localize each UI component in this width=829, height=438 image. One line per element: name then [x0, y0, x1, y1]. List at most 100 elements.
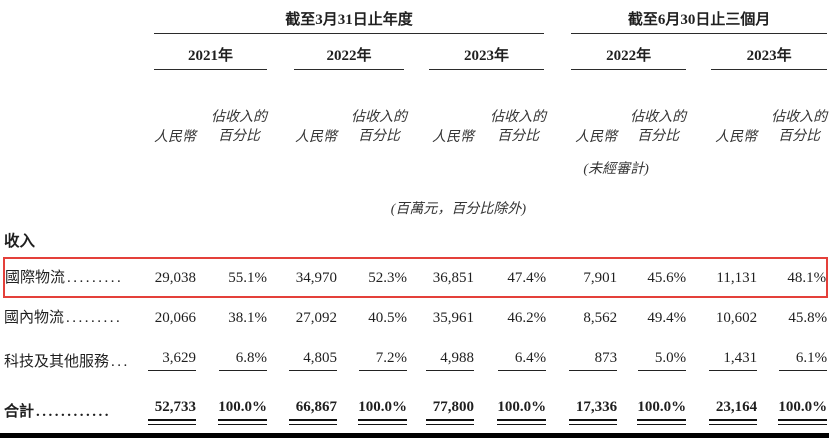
year-header-jun-2022: 2022年: [546, 34, 687, 70]
subheader-pct: 佔收入的 百分比: [757, 70, 827, 150]
table-row-international-logistics: 國際物流......... 29,038 55.1% 34,970 52.3% …: [3, 257, 829, 298]
cell-value: 10,602: [715, 310, 758, 326]
row-label-text: 國內物流: [4, 310, 65, 326]
double-underlined-value: 100.0%: [218, 399, 267, 425]
spacer-cell: [4, 150, 140, 184]
pct-line1: 佔收入的: [351, 110, 407, 125]
subheader-pct: 佔收入的 百分比: [617, 70, 686, 150]
spacer-cell: [4, 70, 140, 150]
year-header-2021: 2021年: [140, 34, 267, 70]
cell-value: 29,038: [140, 257, 196, 298]
dot-leader: ............: [36, 404, 112, 420]
group-header-label: 截至3月31日止年度: [154, 8, 545, 34]
year-label: 2022年: [294, 44, 404, 70]
row-label: 科技及其他服務...: [4, 336, 140, 380]
cell-value: 17,336: [546, 380, 618, 430]
underlined-value: 4,988: [426, 350, 474, 371]
cell-value: 52,733: [140, 380, 196, 430]
year-header-2023: 2023年: [407, 34, 546, 70]
underlined-value: 3,629: [148, 350, 196, 371]
spacer-cell: [4, 184, 140, 228]
cell-value: 23,164: [686, 380, 758, 430]
subheader-pct: 佔收入的 百分比: [196, 70, 267, 150]
cell-value: 7,901: [546, 257, 618, 298]
pct-line2: 百分比: [218, 129, 260, 144]
units-note: (百萬元，百分比除外): [390, 202, 527, 217]
underlined-value: 6.4%: [498, 350, 547, 371]
year-label: 2022年: [571, 44, 687, 70]
cell-value: 55.1%: [196, 257, 267, 298]
dot-leader: .........: [67, 270, 124, 286]
subheader-pct: 佔收入的 百分比: [337, 70, 407, 150]
cell-value: 4,805: [267, 336, 337, 380]
cell-value: 36,851: [407, 257, 474, 298]
cell-value: 20,066: [154, 310, 196, 326]
year-header-row: 2021年 2022年 2023年 2022年 2023年: [4, 34, 828, 70]
underlined-value: 6.1%: [779, 350, 828, 371]
revenue-breakdown-table: 截至3月31日止年度 截至6月30日止三個月 2021年 2022年 2023年…: [3, 0, 829, 430]
cell-value: 40.5%: [368, 310, 407, 326]
cell-value: 35,961: [432, 310, 474, 326]
cell-value: 49.4%: [647, 310, 687, 326]
cell-value: 45.8%: [788, 310, 828, 326]
cell-value: 77,800: [407, 380, 474, 430]
subheader-rmb: 人民幣: [295, 130, 337, 145]
cell-value: 45.6%: [617, 257, 687, 298]
underlined-value: 5.0%: [638, 350, 687, 371]
cell-value: 52.3%: [337, 257, 407, 298]
cell-value: 3,629: [140, 336, 196, 380]
row-label: 國內物流.........: [4, 297, 140, 336]
dot-leader: ...: [111, 354, 130, 370]
row-label: 合計............: [4, 380, 140, 430]
year-label: 2023年: [429, 44, 545, 70]
cell-value: 46.2%: [507, 310, 547, 326]
cell-value: 11,131: [686, 257, 758, 298]
double-underlined-value: 66,867: [289, 399, 337, 425]
page-bottom-border: [0, 433, 829, 438]
pct-line1: 佔收入的: [490, 110, 547, 125]
underlined-value: 1,431: [709, 350, 758, 371]
cell-value: 38.1%: [228, 310, 267, 326]
pct-line1: 佔收入的: [630, 110, 687, 125]
row-label-text: 國際物流: [5, 270, 66, 286]
cell-value: 6.1%: [757, 336, 828, 380]
cell-value: 100.0%: [337, 380, 407, 430]
spacer-cell: [686, 150, 827, 184]
cell-value: 100.0%: [474, 380, 547, 430]
subheader-pct: 佔收入的 百分比: [474, 70, 546, 150]
cell-value: 47.4%: [474, 257, 547, 298]
underlined-value: 7.2%: [359, 350, 407, 371]
unaudited-note-row: (未經審計): [4, 150, 827, 184]
units-note-row: (百萬元，百分比除外): [4, 184, 827, 228]
table-row-technology-other-services: 科技及其他服務... 3,629 6.8% 4,805 7.2% 4,988 6…: [4, 336, 828, 380]
cell-value: 1,431: [686, 336, 758, 380]
spacer-cell: [4, 0, 140, 34]
row-label-text: 科技及其他服務: [4, 354, 110, 370]
underlined-value: 4,805: [289, 350, 337, 371]
cell-value: 100.0%: [617, 380, 687, 430]
pct-line2: 百分比: [637, 129, 680, 144]
double-underlined-value: 52,733: [148, 399, 196, 425]
year-header-jun-2023: 2023年: [686, 34, 828, 70]
spacer-cell: [4, 34, 140, 70]
cell-value: 34,970: [267, 257, 337, 298]
section-header-row: 收入: [4, 228, 827, 258]
underlined-value: 873: [569, 350, 618, 371]
cell-value: 48.1%: [757, 257, 829, 298]
double-underlined-value: 100.0%: [497, 399, 547, 425]
cell-value: 7.2%: [337, 336, 407, 380]
dot-leader: .........: [66, 310, 123, 326]
subheader-rmb: 人民幣: [154, 130, 196, 145]
cell-value: 873: [546, 336, 618, 380]
section-label-revenue: 收入: [4, 233, 36, 250]
cell-value: 100.0%: [196, 380, 267, 430]
cell-value: 27,092: [295, 310, 337, 326]
pct-line1: 佔收入的: [771, 110, 828, 125]
year-label: 2021年: [154, 44, 267, 70]
double-underlined-value: 100.0%: [778, 399, 828, 425]
year-header-2022: 2022年: [267, 34, 407, 70]
cell-value: 5.0%: [617, 336, 687, 380]
cell-value: 6.4%: [474, 336, 547, 380]
underlined-value: 6.8%: [219, 350, 267, 371]
cell-value: 66,867: [267, 380, 337, 430]
